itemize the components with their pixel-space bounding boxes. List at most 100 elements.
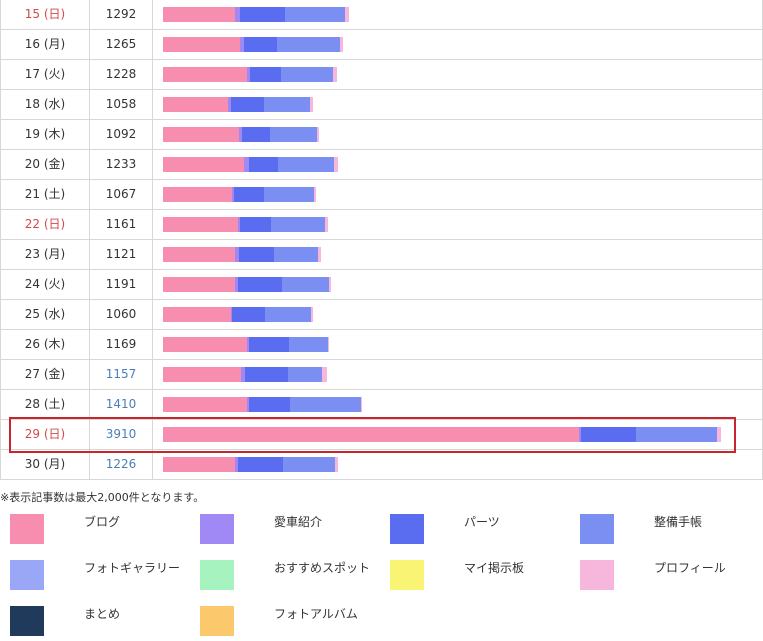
legend-item: 整備手帳	[570, 508, 760, 548]
legend-swatch	[10, 606, 44, 636]
count-cell: 1060	[90, 300, 153, 329]
bar-segment	[163, 397, 247, 412]
bar-segment	[235, 247, 239, 262]
legend-label: おすすめスポット	[274, 561, 371, 575]
day-cell: 20 (金)	[1, 150, 90, 179]
legend-label: 整備手帳	[654, 515, 703, 529]
table-row: 23 (月) 1121	[1, 240, 762, 270]
legend-swatch	[10, 514, 44, 544]
day-cell: 29 (日)	[1, 420, 90, 449]
count-link[interactable]: 1226	[90, 450, 153, 479]
bar-cell	[153, 270, 762, 299]
bar-cell	[153, 300, 762, 329]
bar-segment	[281, 67, 333, 82]
day-cell: 17 (火)	[1, 60, 90, 89]
table-row: 24 (火) 1191	[1, 270, 762, 300]
legend: ブログ 愛車紹介 パーツ 整備手帳フォトギャラリー おすすめスポット マイ掲示板 プロフィー…	[0, 508, 763, 641]
bar-segment	[234, 187, 264, 202]
table-row: 22 (日) 1161	[1, 210, 762, 240]
bar-cell	[153, 330, 762, 359]
bar-segment	[335, 457, 338, 472]
bar-segment	[283, 457, 335, 472]
bar-segment	[581, 427, 636, 442]
legend-item: ブログ	[0, 508, 190, 548]
count-cell: 1161	[90, 210, 153, 239]
bar-cell	[153, 210, 762, 239]
bar-segment	[240, 217, 271, 232]
table-row: 21 (土) 1067	[1, 180, 762, 210]
legend-item: 愛車紹介	[190, 508, 380, 548]
table-row: 15 (日) 1292	[1, 0, 762, 30]
legend-label: パーツ	[464, 515, 500, 529]
legend-item: まとめ	[0, 600, 190, 640]
table-row: 28 (土) 1410	[1, 390, 762, 420]
legend-label: マイ掲示板	[464, 561, 525, 575]
bar-cell	[153, 150, 762, 179]
bar-cell	[153, 180, 762, 209]
bar-segment	[163, 187, 232, 202]
legend-label: フォトアルバム	[274, 607, 358, 621]
bar-segment	[245, 367, 288, 382]
bar-segment	[238, 217, 240, 232]
daily-access-table: 15 (日) 1292 16 (月) 1265 17 (火) 1228 18 (水) 1058…	[0, 0, 763, 480]
legend-swatch	[580, 514, 614, 544]
bar-segment	[235, 7, 240, 22]
count-link[interactable]: 1410	[90, 390, 153, 419]
bar-segment	[163, 217, 238, 232]
stacked-bar	[163, 127, 319, 142]
day-cell: 22 (日)	[1, 210, 90, 239]
bar-segment	[241, 367, 245, 382]
bar-segment	[247, 337, 249, 352]
legend-label: 愛車紹介	[274, 515, 323, 529]
count-link[interactable]: 3910	[90, 420, 153, 449]
stacked-bar	[163, 7, 349, 22]
bar-segment	[322, 367, 327, 382]
stacked-bar	[163, 397, 362, 412]
legend-label: ブログ	[84, 515, 121, 529]
bar-segment	[271, 217, 325, 232]
bar-segment	[285, 7, 345, 22]
bar-segment	[238, 277, 282, 292]
bar-segment	[163, 247, 235, 262]
legend-label: フォトギャラリー	[84, 561, 181, 575]
legend-swatch	[10, 560, 44, 590]
bar-segment	[250, 67, 281, 82]
legend-item: プロフィール	[570, 554, 760, 594]
bar-segment	[340, 37, 343, 52]
count-cell: 1058	[90, 90, 153, 119]
stacked-bar	[163, 247, 321, 262]
legend-swatch	[580, 560, 614, 590]
stacked-bar	[163, 37, 343, 52]
stacked-bar	[163, 427, 721, 442]
count-cell: 1228	[90, 60, 153, 89]
count-cell: 1169	[90, 330, 153, 359]
bar-segment	[314, 187, 316, 202]
bar-cell	[153, 240, 762, 269]
bar-segment	[232, 307, 265, 322]
bar-segment	[311, 307, 313, 322]
count-cell: 1233	[90, 150, 153, 179]
legend-swatch	[390, 514, 424, 544]
bar-segment	[163, 97, 228, 112]
bar-segment	[228, 97, 231, 112]
bar-segment	[231, 307, 232, 322]
day-cell: 23 (月)	[1, 240, 90, 269]
legend-item: マイ掲示板	[380, 554, 570, 594]
bar-segment	[277, 37, 340, 52]
bar-cell	[153, 450, 762, 479]
count-cell: 1092	[90, 120, 153, 149]
bar-segment	[265, 307, 311, 322]
bar-segment	[274, 247, 318, 262]
legend-label: プロフィール	[654, 561, 726, 575]
bar-segment	[163, 337, 247, 352]
stacked-bar	[163, 157, 338, 172]
bar-segment	[235, 277, 238, 292]
bar-segment	[278, 157, 334, 172]
bar-segment	[345, 7, 349, 22]
bar-segment	[244, 37, 277, 52]
bar-segment	[579, 427, 581, 442]
table-row: 27 (金) 1157	[1, 360, 762, 390]
bar-segment	[717, 427, 721, 442]
count-link[interactable]: 1157	[90, 360, 153, 389]
day-cell: 27 (金)	[1, 360, 90, 389]
